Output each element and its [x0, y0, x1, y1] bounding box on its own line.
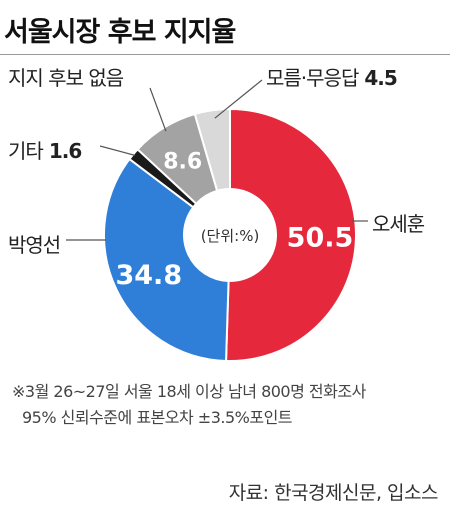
label-unknown: 모름·무응답 4.5	[266, 66, 398, 90]
slice-value-label-3: 8.6	[163, 149, 202, 174]
leader-line-unknown	[214, 79, 263, 119]
center-unit-label: (단위:%)	[201, 227, 260, 245]
leader-line-etc	[99, 145, 136, 156]
chart-title: 서울시장 후보 지지율	[4, 17, 236, 48]
slice-4	[193, 107, 231, 193]
label-unknown-value: 4.5	[364, 66, 397, 90]
survey-note-line1: ※3월 26~27일 서울 18세 이상 남녀 800명 전화조사	[12, 382, 366, 401]
title-divider	[0, 54, 450, 55]
slice-1	[103, 157, 230, 362]
slice-value-label-1: 34.8	[115, 260, 182, 291]
source-credit: 자료: 한국경제신문, 입소스	[228, 482, 439, 504]
label-no-candidate: 지지 후보 없음	[8, 66, 124, 90]
label-etc: 기타 1.6	[8, 139, 82, 163]
label-parkyoungsun: 박영선	[8, 233, 61, 257]
leader-line-no-candidate	[149, 87, 167, 132]
survey-note-line2: 95% 신뢰수준에 표본오차 ±3.5%포인트	[22, 408, 293, 427]
slice-0	[225, 107, 357, 362]
slice-value-label-0: 50.5	[287, 222, 354, 253]
label-etc-value: 1.6	[48, 139, 82, 163]
label-ohsehoon: 오세훈	[372, 212, 425, 236]
